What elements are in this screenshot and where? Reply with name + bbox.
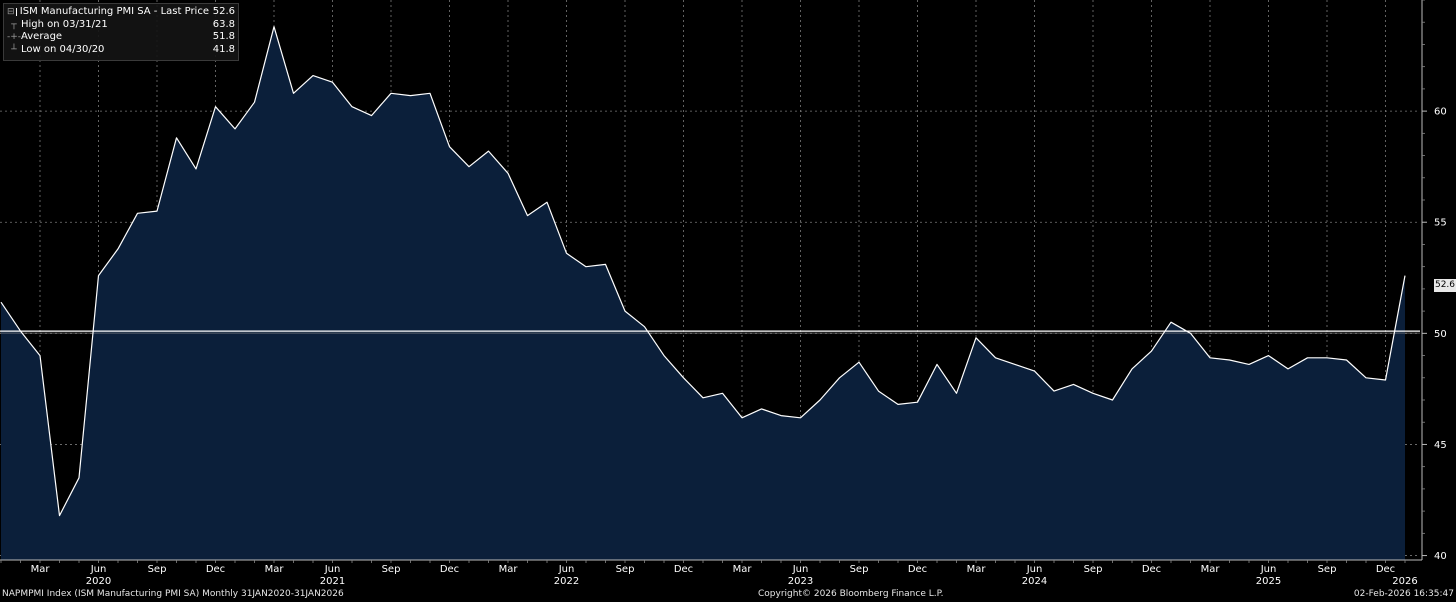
y-tick-label: 45 — [1434, 440, 1447, 451]
y-tick-label: 50 — [1434, 329, 1447, 340]
x-tick-label: Dec — [908, 564, 927, 575]
legend-box: ⊟ ISM Manufacturing PMI SA - Last Price … — [3, 3, 239, 61]
x-tick-label: Sep — [1318, 564, 1337, 575]
x-tick-label: Jun — [1260, 564, 1277, 575]
series-swatch — [15, 8, 17, 17]
legend-low-value: 41.8 — [212, 43, 235, 55]
x-tick-label: Dec — [1142, 564, 1161, 575]
x-tick-label: Mar — [1201, 564, 1221, 575]
collapse-icon[interactable]: ⊟ — [7, 7, 15, 17]
x-tick-label: Mar — [967, 564, 987, 575]
legend-average-value: 51.8 — [212, 31, 235, 42]
x-tick-label: Sep — [850, 564, 869, 575]
footer-ticker-description: NAPMPMI Index (ISM Manufacturing PMI SA)… — [2, 589, 344, 599]
footer-timestamp: 02-Feb-2026 16:35:47 — [1353, 589, 1454, 599]
legend-title-row: ⊟ ISM Manufacturing PMI SA - Last Price … — [7, 6, 235, 19]
year-label: 2025 — [1256, 576, 1281, 587]
last-price-tag: 52.6 — [1434, 279, 1456, 292]
legend-low-label: Low on 04/30/20 — [21, 43, 105, 55]
x-tick-label: Dec — [674, 564, 693, 575]
x-tick-label: Jun — [792, 564, 809, 575]
average-marker-icon: -+- — [7, 32, 22, 42]
x-tick-label: Mar — [265, 564, 285, 575]
x-tick-label: Mar — [31, 564, 51, 575]
x-tick-label: Sep — [616, 564, 635, 575]
x-tick-label: Dec — [1376, 564, 1395, 575]
x-tick-label: Jun — [1026, 564, 1043, 575]
x-tick-label: Mar — [733, 564, 753, 575]
series-area — [1, 26, 1405, 560]
x-tick-label: Mar — [499, 564, 519, 575]
year-label: 2024 — [1022, 576, 1047, 587]
low-marker-icon: ┴ — [11, 44, 17, 55]
y-tick-label: 40 — [1434, 551, 1447, 562]
legend-title: ISM Manufacturing PMI SA - Last Price — [19, 6, 209, 17]
year-label: 2023 — [788, 576, 813, 587]
year-label: 2022 — [554, 576, 579, 587]
high-marker-icon: ┬ — [11, 19, 17, 30]
series-line — [0, 26, 1406, 517]
legend-row-average: -+- Average 51.8 — [7, 31, 235, 44]
x-tick-label: Jun — [324, 564, 341, 575]
legend-last-value: 52.6 — [212, 6, 235, 17]
x-tick-label: Sep — [382, 564, 401, 575]
legend-average-label: Average — [21, 31, 63, 42]
legend-row-high: ┬ High on 03/31/21 63.8 — [7, 19, 235, 32]
footer-copyright: Copyright© 2026 Bloomberg Finance L.P. — [758, 589, 944, 599]
footer-bar: NAPMPMI Index (ISM Manufacturing PMI SA)… — [0, 589, 1456, 602]
x-tick-label: Jun — [558, 564, 575, 575]
x-tick-label: Sep — [1084, 564, 1103, 575]
legend-row-low: ┴ Low on 04/30/20 41.8 — [7, 44, 235, 57]
x-tick-label: Dec — [206, 564, 225, 575]
y-tick-label: 60 — [1434, 107, 1447, 118]
year-label: 2020 — [86, 576, 111, 587]
x-tick-label: Jun — [90, 564, 107, 575]
year-label: 2026 — [1392, 576, 1417, 587]
y-tick-label: 55 — [1434, 218, 1447, 229]
legend-high-label: High on 03/31/21 — [21, 18, 108, 30]
legend-high-value: 63.8 — [212, 18, 235, 30]
x-tick-label: Dec — [440, 564, 459, 575]
year-label: 2021 — [320, 576, 345, 587]
x-tick-label: Sep — [148, 564, 167, 575]
